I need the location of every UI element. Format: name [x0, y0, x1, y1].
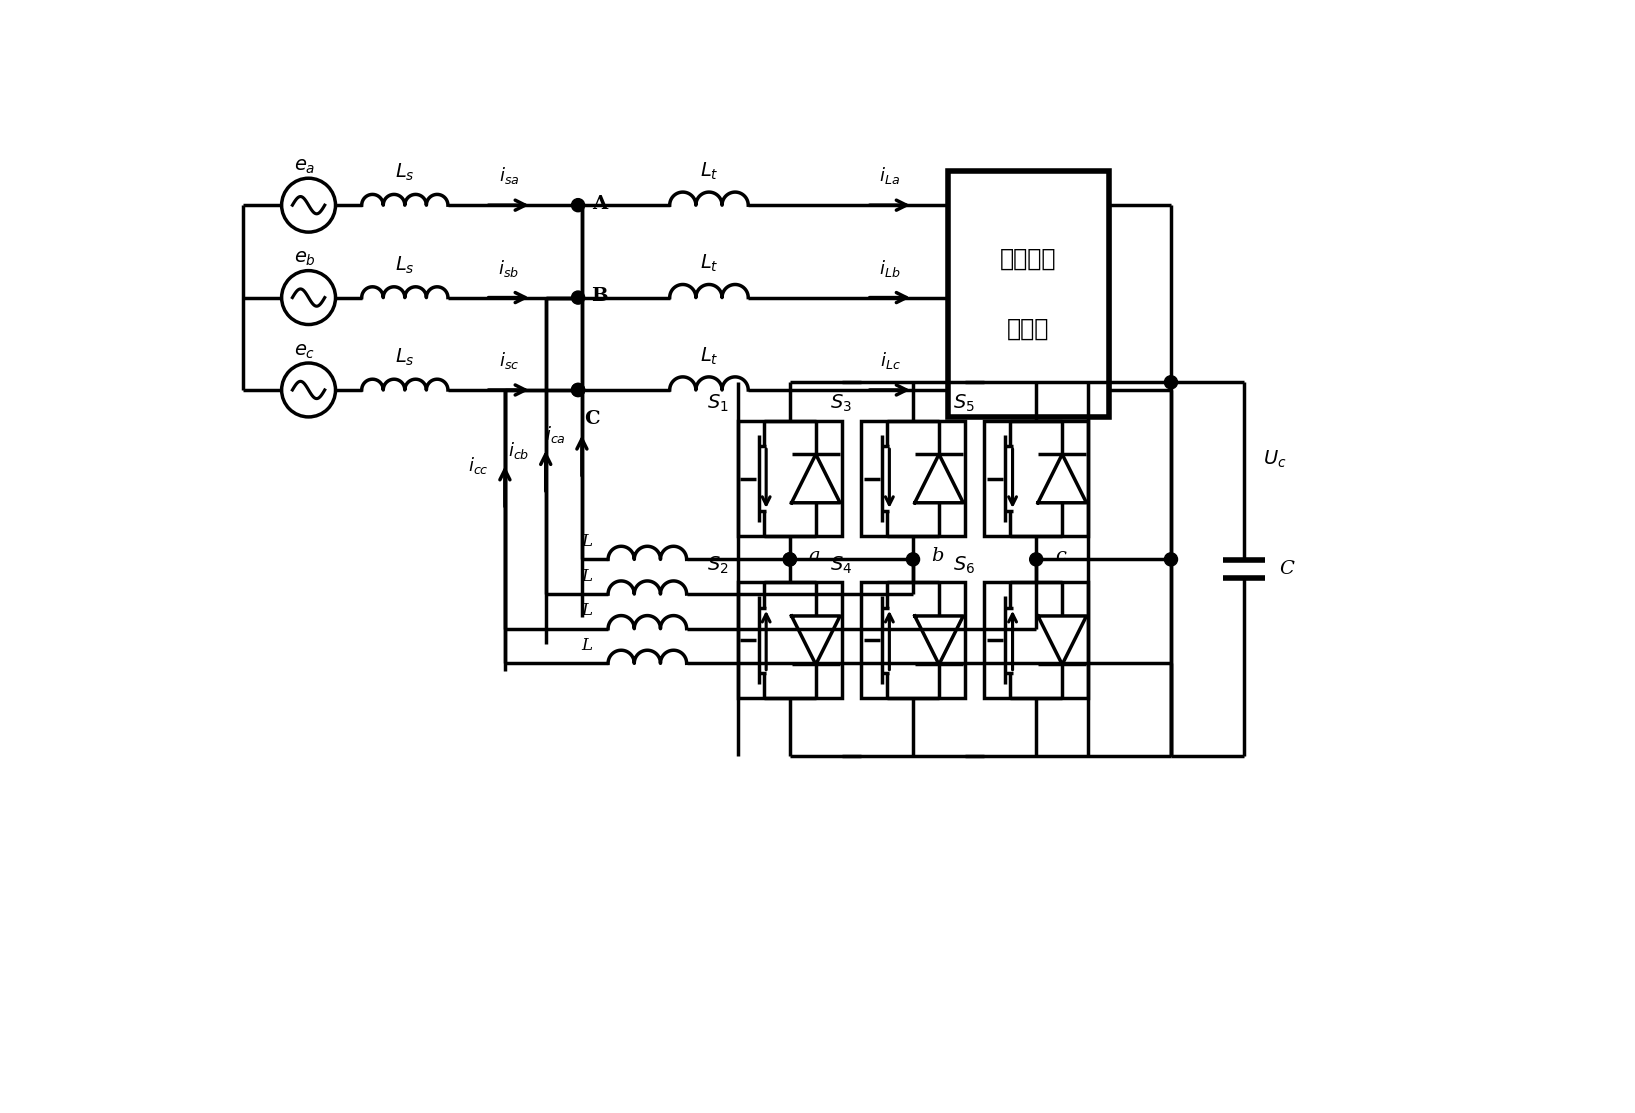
- Text: $i_{Lb}$: $i_{Lb}$: [880, 258, 901, 279]
- Circle shape: [572, 198, 585, 211]
- Circle shape: [572, 383, 585, 396]
- Text: $i_{sc}$: $i_{sc}$: [499, 351, 518, 372]
- Circle shape: [1164, 553, 1177, 565]
- Circle shape: [1030, 553, 1043, 565]
- Text: $e_a$: $e_a$: [294, 158, 316, 176]
- Text: A: A: [592, 195, 607, 213]
- Text: $L_t$: $L_t$: [700, 160, 718, 181]
- Text: C: C: [584, 411, 600, 429]
- Bar: [862, 582, 965, 698]
- Text: B: B: [592, 287, 608, 305]
- Text: L: L: [580, 568, 592, 584]
- Text: a: a: [809, 548, 821, 565]
- Text: $L_s$: $L_s$: [396, 255, 415, 276]
- Bar: [948, 170, 1110, 417]
- Text: $S_2$: $S_2$: [706, 555, 729, 577]
- Text: $U_c$: $U_c$: [1264, 449, 1287, 470]
- Text: $i_{sb}$: $i_{sb}$: [499, 258, 520, 279]
- Text: $e_b$: $e_b$: [294, 250, 316, 268]
- Text: $L_t$: $L_t$: [700, 253, 718, 274]
- Text: $i_{cc}$: $i_{cc}$: [468, 455, 489, 476]
- Text: $S_6$: $S_6$: [953, 555, 974, 577]
- Circle shape: [572, 290, 585, 304]
- Bar: [984, 421, 1089, 536]
- Text: $S_5$: $S_5$: [953, 393, 974, 414]
- Text: C: C: [1279, 560, 1293, 578]
- Circle shape: [783, 553, 796, 565]
- Text: $S_1$: $S_1$: [706, 393, 729, 414]
- Text: $L_t$: $L_t$: [700, 345, 718, 367]
- Circle shape: [783, 553, 796, 565]
- Text: b: b: [932, 548, 943, 565]
- Text: $S_3$: $S_3$: [831, 393, 852, 414]
- Text: $L_s$: $L_s$: [396, 347, 415, 368]
- Bar: [862, 421, 965, 536]
- Text: $i_{La}$: $i_{La}$: [880, 166, 901, 186]
- Text: L: L: [580, 533, 592, 550]
- Text: $i_{cb}$: $i_{cb}$: [508, 440, 530, 461]
- Text: c: c: [1056, 548, 1066, 565]
- Text: $i_{sa}$: $i_{sa}$: [499, 166, 518, 186]
- Bar: [984, 582, 1089, 698]
- Text: $S_4$: $S_4$: [829, 555, 852, 577]
- Text: 性负载: 性负载: [1007, 316, 1050, 341]
- Circle shape: [572, 383, 585, 396]
- Bar: [737, 582, 842, 698]
- Text: L: L: [580, 637, 592, 654]
- Text: $i_{ca}$: $i_{ca}$: [544, 424, 566, 445]
- Text: $L_s$: $L_s$: [396, 162, 415, 184]
- Circle shape: [906, 553, 919, 565]
- Circle shape: [1164, 376, 1177, 388]
- Text: L: L: [580, 602, 592, 620]
- Text: 三相非线: 三相非线: [1001, 247, 1056, 272]
- Text: $i_{Lc}$: $i_{Lc}$: [880, 351, 901, 372]
- Text: $e_c$: $e_c$: [294, 343, 316, 361]
- Bar: [737, 421, 842, 536]
